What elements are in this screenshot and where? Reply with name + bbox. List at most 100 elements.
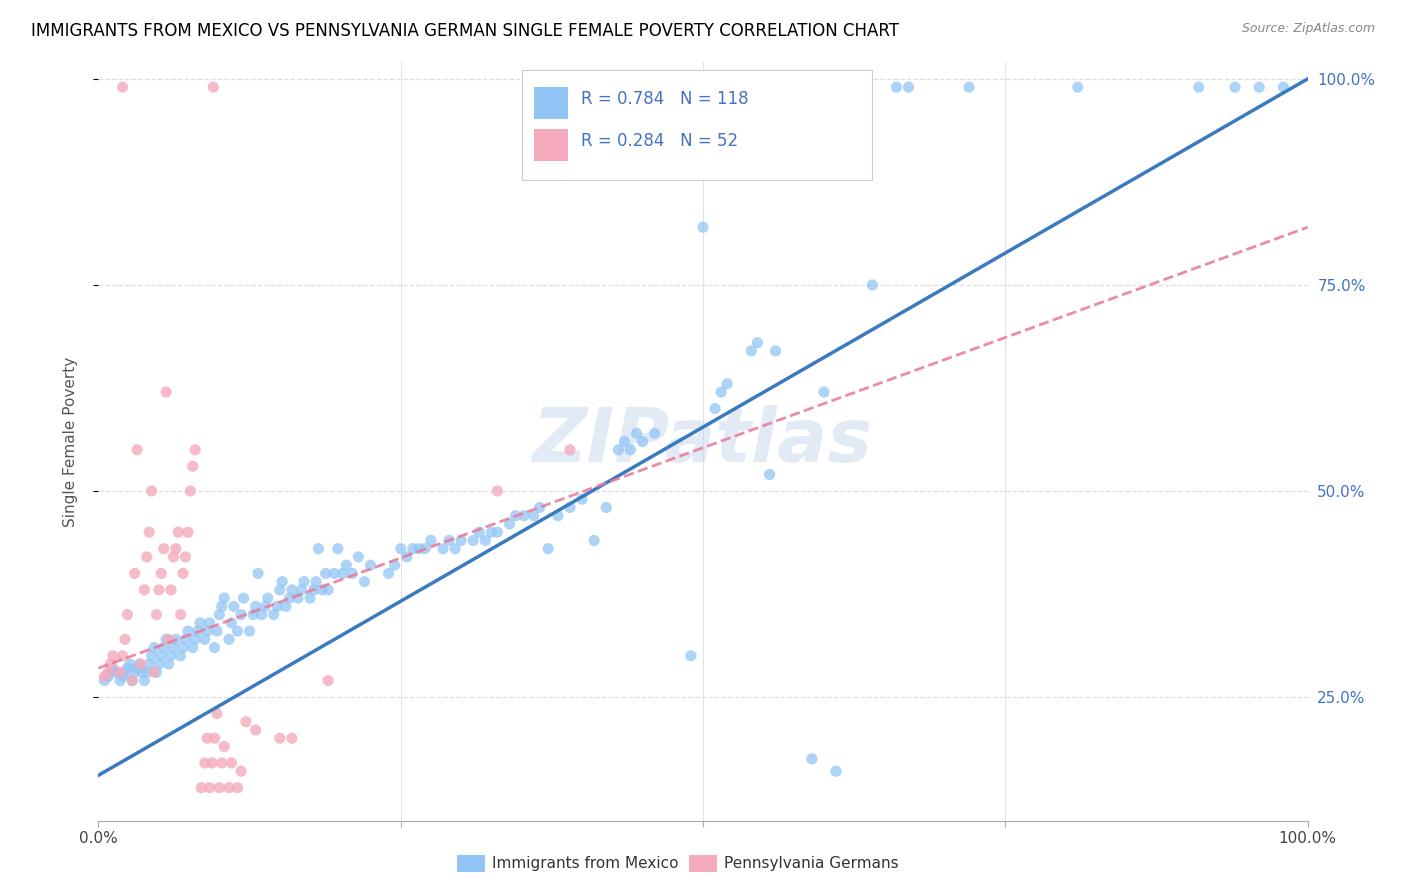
Point — [114, 632, 136, 647]
Point — [100, 665, 122, 680]
Point — [187, 624, 209, 639]
Point — [316, 582, 339, 597]
Point — [360, 558, 382, 573]
Point — [148, 582, 170, 597]
Point — [957, 80, 980, 95]
Point — [141, 483, 163, 498]
Point — [315, 566, 337, 581]
Point — [229, 764, 252, 779]
Point — [800, 752, 823, 766]
Point — [704, 401, 727, 416]
Point — [211, 756, 233, 770]
Point — [710, 385, 733, 400]
Point — [1188, 80, 1211, 95]
Point — [152, 541, 174, 556]
Point — [326, 541, 349, 556]
Point — [155, 385, 177, 400]
Point — [152, 640, 174, 655]
Point — [897, 80, 920, 95]
Point — [145, 607, 167, 622]
Point — [93, 669, 115, 683]
Point — [211, 599, 233, 614]
FancyBboxPatch shape — [522, 70, 872, 180]
Point — [269, 731, 291, 746]
Point — [143, 665, 166, 680]
Point — [157, 632, 180, 647]
Point — [111, 669, 134, 683]
Point — [290, 582, 312, 597]
Point — [93, 673, 115, 688]
Point — [644, 426, 666, 441]
Point — [179, 483, 201, 498]
Point — [124, 566, 146, 581]
Point — [232, 591, 254, 606]
Point — [198, 780, 221, 795]
Point — [266, 599, 288, 614]
Point — [747, 335, 769, 350]
Point — [311, 582, 333, 597]
Point — [607, 442, 630, 457]
Point — [194, 756, 217, 770]
Point — [105, 665, 128, 680]
Point — [135, 549, 157, 564]
Point — [172, 566, 194, 581]
Point — [692, 220, 714, 235]
Point — [181, 640, 204, 655]
Point — [162, 640, 184, 655]
Point — [135, 665, 157, 680]
Point — [765, 343, 787, 358]
Point — [395, 549, 418, 564]
Point — [1067, 80, 1090, 95]
Point — [117, 661, 139, 675]
Point — [162, 549, 184, 564]
Point — [281, 582, 304, 597]
FancyBboxPatch shape — [534, 87, 568, 120]
Point — [205, 706, 228, 721]
Point — [150, 648, 173, 663]
Point — [547, 508, 569, 523]
Point — [101, 648, 124, 663]
Point — [165, 541, 187, 556]
Point — [679, 648, 702, 663]
Point — [226, 624, 249, 639]
Point — [323, 566, 346, 581]
Point — [143, 640, 166, 655]
Point — [242, 607, 264, 622]
Point — [571, 492, 593, 507]
Point — [245, 723, 267, 737]
Point — [498, 516, 520, 531]
Point — [118, 657, 141, 671]
Text: R = 0.784   N = 118: R = 0.784 N = 118 — [581, 90, 748, 108]
Point — [342, 566, 364, 581]
Point — [716, 376, 738, 391]
Point — [486, 483, 509, 498]
Point — [114, 665, 136, 680]
Point — [281, 731, 304, 746]
Point — [97, 665, 120, 680]
Point — [208, 780, 231, 795]
Point — [437, 533, 460, 548]
Point — [222, 599, 245, 614]
Point — [1272, 80, 1295, 95]
Point — [204, 640, 226, 655]
Point — [160, 648, 183, 663]
Point — [613, 434, 636, 449]
Point — [181, 459, 204, 474]
Point — [468, 525, 491, 540]
Point — [148, 657, 170, 671]
Point — [486, 525, 509, 540]
Point — [184, 442, 207, 457]
Point — [335, 558, 357, 573]
Point — [184, 632, 207, 647]
Point — [558, 442, 581, 457]
Point — [202, 80, 225, 95]
Point — [204, 731, 226, 746]
Point — [195, 731, 218, 746]
Point — [172, 640, 194, 655]
Point — [626, 426, 648, 441]
Point — [229, 607, 252, 622]
Point — [413, 541, 436, 556]
Point — [740, 343, 762, 358]
Point — [292, 574, 315, 589]
Point — [302, 582, 325, 597]
